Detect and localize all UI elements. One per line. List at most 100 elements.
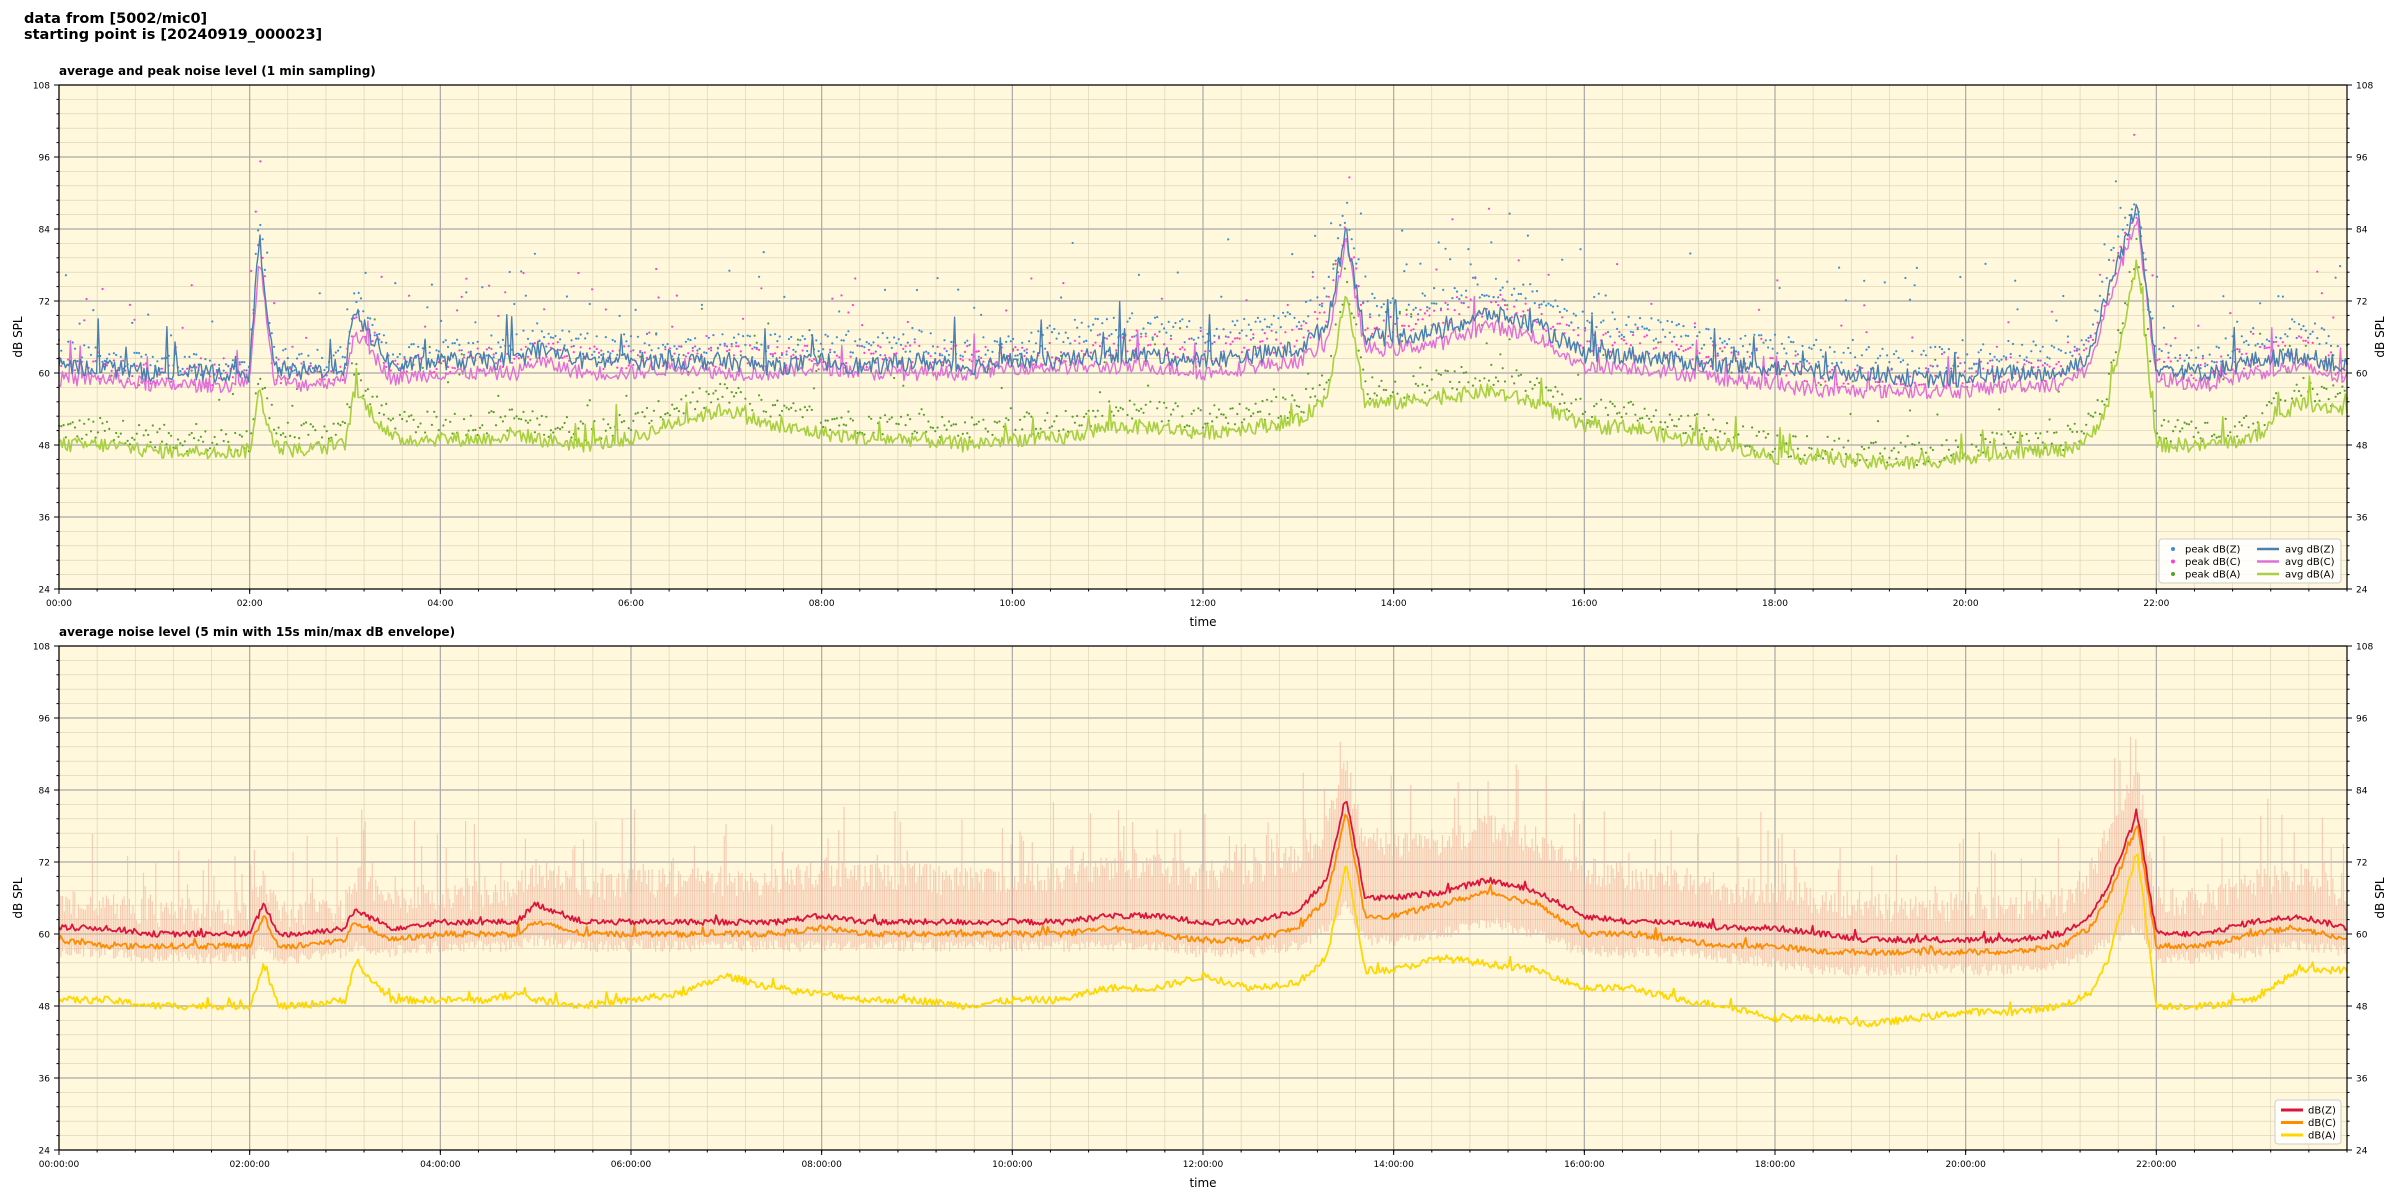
peak-point	[1375, 394, 1378, 397]
x-tick-label: 04:00:00	[420, 1160, 461, 1170]
peak-point	[2135, 213, 2138, 216]
peak-point	[963, 421, 967, 424]
peak-point	[2000, 433, 2003, 436]
peak-point	[1169, 413, 1173, 416]
peak-point	[913, 341, 916, 344]
peak-point	[1478, 296, 1481, 299]
peak-point	[1618, 330, 1621, 334]
peak-point	[831, 342, 834, 345]
peak-point	[1712, 418, 1715, 421]
peak-point	[856, 432, 859, 435]
peak-point	[289, 434, 292, 437]
peak-point	[2153, 409, 2156, 412]
peak-point	[1471, 384, 1475, 387]
peak-point	[1446, 370, 1449, 373]
peak-point	[2048, 418, 2051, 421]
peak-point	[1199, 326, 1202, 329]
peak-point	[1327, 275, 1330, 278]
peak-point	[1380, 306, 1383, 309]
peak-point	[1368, 397, 1372, 400]
peak-point	[1787, 455, 1790, 458]
peak-point	[307, 433, 310, 436]
peak-point	[1110, 333, 1113, 336]
peak-point	[2194, 426, 2198, 430]
peak-point	[284, 435, 287, 438]
peak-point	[332, 354, 335, 357]
peak-point	[499, 360, 502, 363]
peak-point	[1341, 214, 1344, 217]
peak-point	[1858, 459, 1861, 462]
peak-point	[538, 423, 541, 426]
peak-point	[1105, 337, 1108, 340]
peak-point	[1453, 309, 1456, 312]
tick-marks	[54, 84, 2352, 594]
peak-point	[1510, 316, 1513, 319]
peak-point	[1641, 325, 1644, 328]
peak-point	[1682, 325, 1685, 328]
peak-point	[2130, 208, 2133, 211]
peak-point	[1423, 391, 1426, 394]
peak-point	[767, 346, 770, 350]
peak-point	[1009, 340, 1012, 343]
peak-point	[2050, 442, 2053, 445]
peak-point	[371, 395, 374, 398]
peak-point	[213, 435, 216, 439]
peak-point	[607, 423, 610, 426]
peak-point	[1547, 302, 1550, 305]
peak-point	[1606, 330, 1610, 334]
peak-point	[538, 339, 541, 342]
peak-point	[659, 416, 662, 419]
peak-point	[1654, 337, 1658, 340]
peak-point	[1755, 347, 1758, 350]
peak-point	[629, 335, 633, 338]
peak-point	[1600, 321, 1603, 324]
peak-point	[1359, 303, 1362, 306]
peak-point	[2240, 335, 2243, 338]
peak-point	[888, 341, 891, 344]
peak-point	[1304, 387, 1308, 391]
peak-point	[334, 433, 337, 436]
peak-point	[1222, 350, 1225, 353]
peak-point	[1357, 349, 1360, 352]
peak-point	[1899, 360, 1902, 364]
peak-point	[1840, 324, 1843, 327]
peak-point	[1558, 310, 1561, 314]
peak-point	[632, 363, 635, 367]
peak-point	[1229, 407, 1232, 410]
peak-point	[1160, 420, 1163, 423]
peak-point	[909, 418, 912, 421]
peak-point	[1163, 343, 1166, 346]
peak-point	[1076, 414, 1079, 418]
peak-point	[1236, 412, 1239, 416]
peak-point	[748, 402, 752, 405]
peak-point	[1098, 391, 1102, 394]
peak-point	[472, 342, 475, 345]
peak-point	[497, 314, 500, 317]
peak-point	[2183, 359, 2186, 362]
peak-point	[266, 251, 269, 254]
peak-point	[1428, 389, 1431, 392]
peak-point	[1970, 367, 1973, 370]
legend-label: avg dB(Z)	[2285, 545, 2335, 556]
peak-point	[1172, 352, 1175, 355]
peak-point	[67, 423, 70, 426]
peak-point	[2176, 419, 2179, 422]
peak-point	[1970, 443, 1973, 446]
peak-point	[1007, 418, 1010, 422]
peak-point	[904, 424, 907, 427]
peak-point	[780, 353, 784, 357]
peak-point	[819, 342, 823, 345]
peak-point	[2089, 334, 2092, 337]
peak-point	[627, 427, 630, 430]
peak-point	[1314, 310, 1317, 314]
peak-point	[1398, 312, 1401, 315]
peak-point	[815, 339, 818, 342]
peak-point	[545, 345, 548, 348]
peak-point	[982, 336, 985, 339]
peak-point	[533, 431, 537, 434]
peak-point	[1815, 338, 1818, 341]
peak-point	[2238, 348, 2241, 351]
peak-point	[497, 341, 500, 344]
peak-point	[1060, 351, 1063, 354]
peak-point	[492, 411, 495, 414]
